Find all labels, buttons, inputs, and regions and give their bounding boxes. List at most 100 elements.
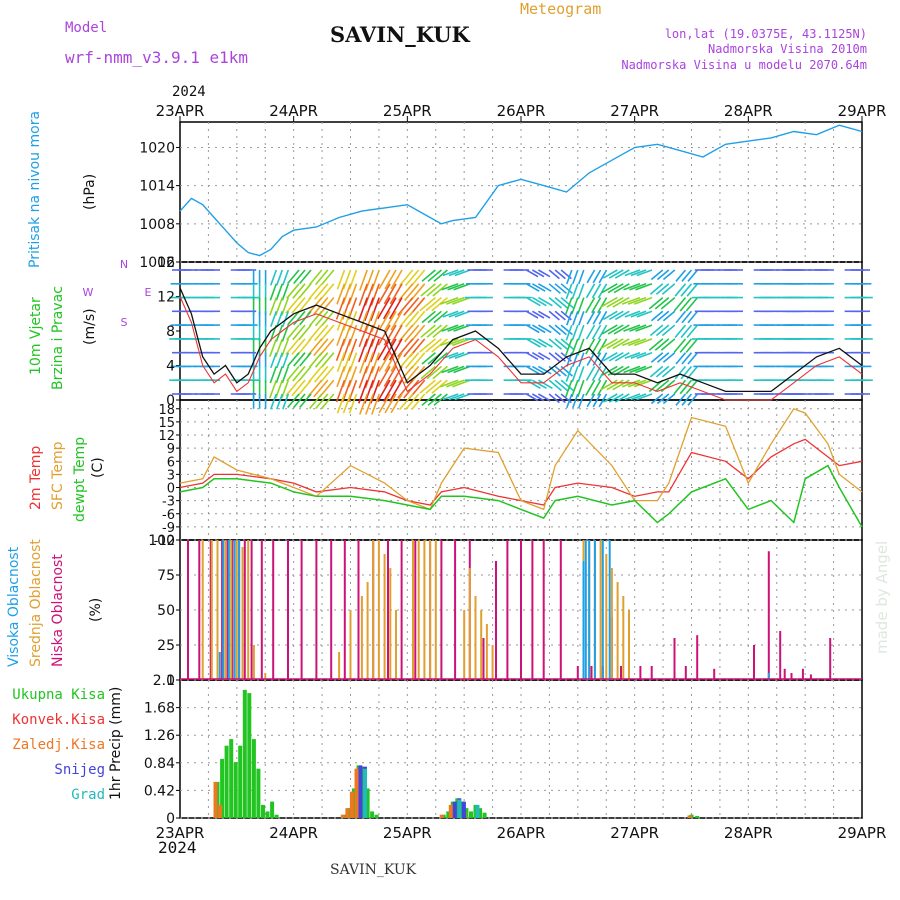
wind-barb: [597, 338, 608, 355]
wind-barb: [454, 393, 471, 401]
wind-barb: [336, 311, 346, 331]
wind-barb: [597, 283, 608, 299]
wind-barb: [554, 338, 569, 350]
wind-barb: [554, 379, 569, 392]
precip-bar: [478, 808, 483, 818]
wind-barb: [269, 366, 278, 384]
wind-barb: [364, 297, 374, 321]
wind-barb: [370, 283, 380, 306]
wind-barb: [673, 297, 687, 312]
wind-barb: [571, 379, 579, 398]
wind-barb: [454, 310, 471, 318]
wind-barb: [446, 379, 465, 388]
wind-barb: [687, 393, 699, 406]
wind-barb: [597, 366, 608, 381]
wind-barb: [410, 393, 426, 411]
precip-ytick: 0.84: [144, 756, 175, 772]
wind-barb: [286, 283, 300, 299]
legend-frozen-rain: Zaledj.Kisa: [12, 737, 105, 753]
wind-barb: [342, 283, 352, 305]
wind-barb: [320, 269, 335, 286]
wind-barb: [440, 379, 459, 388]
wind-barb: [282, 269, 290, 286]
wind-barb: [630, 351, 647, 359]
wind-barb: [390, 310, 403, 331]
wind-barb: [441, 324, 459, 332]
wind-barb: [377, 297, 391, 320]
temperature-ytick: -3: [162, 495, 175, 510]
wind-barb: [591, 338, 602, 355]
wind-barb: [591, 324, 602, 340]
wind-barb: [554, 296, 569, 309]
wind-barb: [383, 324, 397, 346]
wind-barb: [525, 296, 541, 307]
wind-barb: [421, 352, 436, 365]
wind-barb: [270, 352, 278, 369]
wind-barb: [621, 296, 641, 305]
wind-barb: [548, 310, 560, 321]
wind-barb: [649, 365, 664, 378]
wind-barb: [572, 352, 579, 367]
wind-barb: [275, 338, 284, 357]
precip-bar: [475, 804, 480, 818]
day-label-bottom: 23APR: [156, 824, 205, 842]
wind-barb: [364, 338, 374, 363]
wind-barb: [636, 310, 653, 318]
day-label-bottom: 27APR: [610, 824, 659, 842]
wind-barb: [389, 324, 403, 346]
wind-barb: [531, 338, 547, 348]
precip-ytick: 1.26: [144, 728, 175, 744]
wind-barb: [624, 269, 641, 277]
wind-barb: [389, 379, 403, 402]
meteogram-title: Meteogram: [520, 0, 602, 18]
wind-barb: [577, 366, 585, 382]
wind-barb: [447, 365, 465, 374]
wind-barb: [282, 311, 290, 327]
model-altitude-info: Nadmorska Visina u modelu 2070.64m: [621, 58, 867, 72]
wind-barb: [404, 283, 420, 302]
precip-bar: [370, 811, 375, 818]
wind-barb: [548, 283, 561, 294]
wind-barb: [410, 324, 426, 343]
wind-barb: [410, 352, 426, 369]
wind-barb: [292, 324, 306, 341]
wind-barb: [285, 297, 300, 314]
wind-barb: [390, 352, 403, 372]
bottom-year: 2024: [158, 838, 197, 857]
pressure-ytick: 1020: [139, 140, 175, 156]
wind-barb: [571, 366, 579, 382]
wind-barb: [404, 310, 420, 328]
wind-barb: [572, 269, 579, 285]
precip-bar: [265, 811, 270, 818]
legend-graupel: Grad: [71, 787, 105, 803]
legend-total-rain: Ukupna Kisa: [12, 687, 105, 703]
wind-barb: [554, 310, 566, 321]
wind-barb: [364, 379, 374, 404]
wind-barb: [433, 393, 448, 406]
wind-barb: [431, 379, 448, 394]
wind-barb: [660, 296, 676, 310]
wind-barb: [454, 269, 471, 277]
day-label-top: 25APR: [383, 102, 432, 120]
wind-barb: [397, 297, 414, 316]
wind-barb: [426, 283, 442, 297]
wind-barb: [635, 365, 653, 374]
wind-barb: [378, 269, 391, 290]
wind-barb: [621, 338, 641, 347]
wind-barb: [365, 311, 374, 333]
wind-barb: [633, 296, 653, 305]
wind-barb: [421, 310, 436, 324]
wind-barb: [426, 324, 442, 338]
wind-barb: [348, 366, 358, 388]
wind-barb: [390, 269, 403, 290]
wind-barb: [548, 352, 560, 362]
wind-barb: [431, 296, 448, 312]
wind-barb: [675, 352, 687, 365]
wind-barb: [525, 324, 540, 334]
wind-barb: [420, 324, 436, 338]
temperature-ytick: 6: [167, 455, 175, 470]
wind-speed-line: [179, 287, 863, 393]
wind-barb: [452, 379, 471, 388]
wind-barb: [421, 393, 436, 406]
wind-barb: [432, 283, 448, 297]
